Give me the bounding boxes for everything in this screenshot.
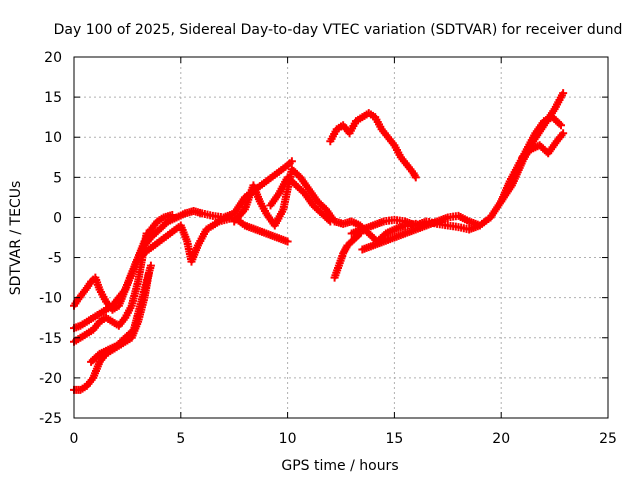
- data-series: [497, 113, 566, 206]
- ticks-layer: 0 5 10 15 20 25 -25 -20 -15 -10 -5 0 5 10 15 20: [39, 50, 617, 447]
- x-tick-label: 15: [385, 431, 403, 447]
- y-tick-label: -5: [48, 251, 62, 267]
- y-axis-label: SDTVAR / TECUs: [8, 181, 24, 296]
- data-series: [518, 129, 568, 162]
- data-point-marker: [146, 261, 155, 270]
- y-tick-label: 10: [44, 130, 62, 146]
- y-tick-label: -10: [39, 291, 62, 307]
- y-tick-label: 20: [44, 50, 62, 66]
- x-tick-label: 25: [599, 431, 617, 447]
- data-series: [358, 211, 484, 254]
- x-tick-label: 5: [176, 431, 185, 447]
- data-point-marker: [168, 211, 177, 220]
- data-point-marker: [557, 121, 566, 130]
- chart-title: Day 100 of 2025, Sidereal Day-to-day VTE…: [54, 22, 623, 38]
- y-tick-label: 5: [53, 170, 62, 186]
- x-axis-label: GPS time / hours: [281, 458, 398, 474]
- data-point-marker: [411, 173, 420, 182]
- data-point-marker: [326, 217, 335, 226]
- data-point-marker: [142, 229, 151, 238]
- y-tick-label: -20: [39, 371, 62, 387]
- data-point-marker: [283, 237, 292, 246]
- data-point-marker: [559, 129, 568, 138]
- data-series: [330, 229, 365, 282]
- y-tick-label: -15: [39, 331, 62, 347]
- x-tick-label: 10: [279, 431, 297, 447]
- y-tick-label: 0: [53, 210, 62, 226]
- data-series: [230, 165, 420, 246]
- data-series: [134, 213, 292, 266]
- data-point-marker: [475, 221, 484, 230]
- data-series: [266, 173, 335, 226]
- y-tick-label: -25: [39, 411, 62, 427]
- marks-layer: [70, 89, 568, 394]
- data-series: [87, 261, 155, 366]
- x-tick-label: 20: [492, 431, 510, 447]
- data-point-marker: [287, 157, 296, 166]
- y-tick-label: 15: [44, 90, 62, 106]
- plot-frame: [73, 56, 609, 419]
- data-series: [326, 109, 420, 182]
- x-tick-label: 0: [70, 431, 79, 447]
- data-point-marker: [559, 89, 568, 98]
